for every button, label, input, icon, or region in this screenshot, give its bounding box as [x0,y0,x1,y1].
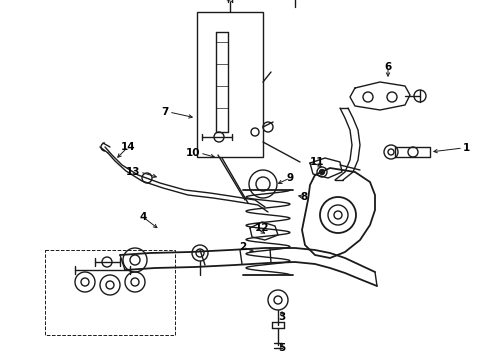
Text: 5: 5 [278,343,286,353]
Text: 4: 4 [139,212,147,222]
Text: 3: 3 [278,312,286,322]
Circle shape [319,170,324,175]
Text: 7: 7 [162,107,169,117]
Text: 6: 6 [384,62,392,72]
Text: 13: 13 [125,167,140,177]
Text: 1: 1 [463,143,470,153]
Bar [45,250,175,335]
Text: 8: 8 [300,192,308,202]
Text: 11: 11 [310,157,324,167]
Text: 2: 2 [240,242,246,252]
Text: 10: 10 [186,148,200,158]
Bar [197,12,263,157]
Text: 9: 9 [287,173,294,183]
Text: 14: 14 [121,142,135,152]
Text: 12: 12 [255,223,270,233]
